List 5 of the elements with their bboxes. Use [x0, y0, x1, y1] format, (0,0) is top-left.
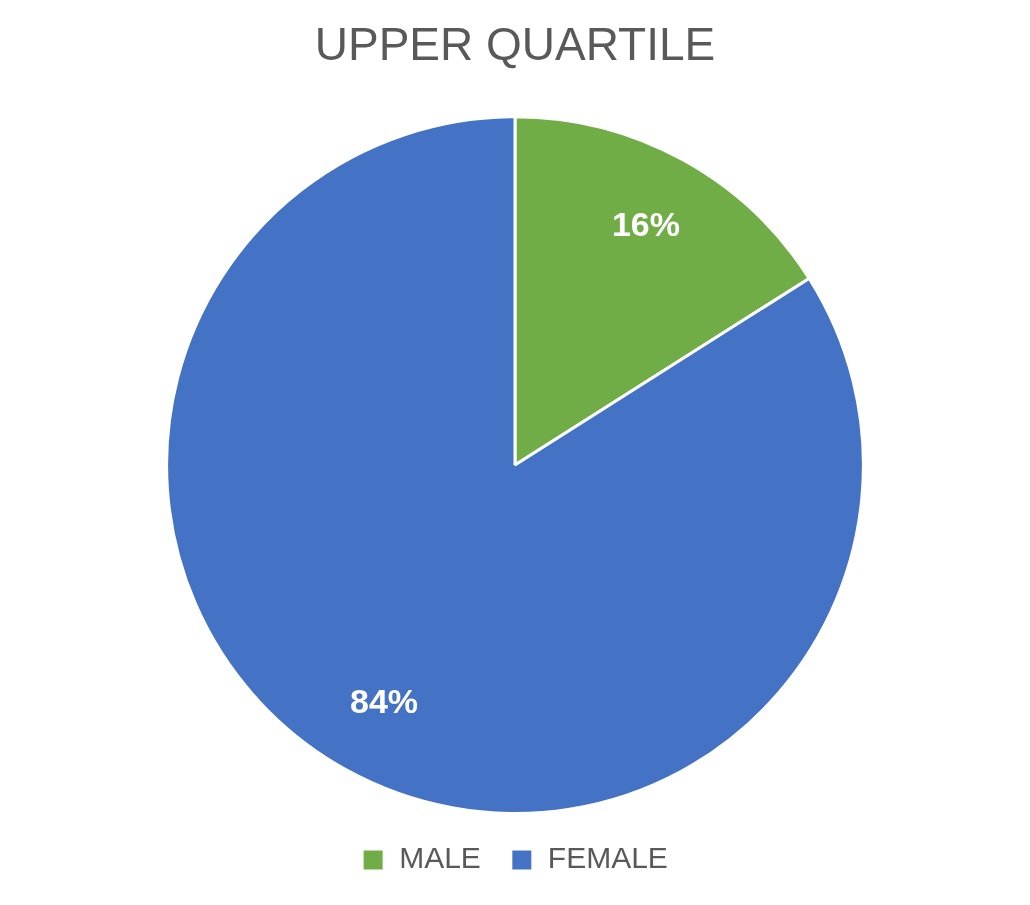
chart-title: UPPER QUARTILE	[314, 18, 716, 71]
data-label: 16%	[611, 205, 680, 244]
legend-label: MALE	[399, 841, 481, 875]
data-label: 84%	[350, 681, 419, 720]
legend-label: FEMALE	[547, 841, 668, 875]
